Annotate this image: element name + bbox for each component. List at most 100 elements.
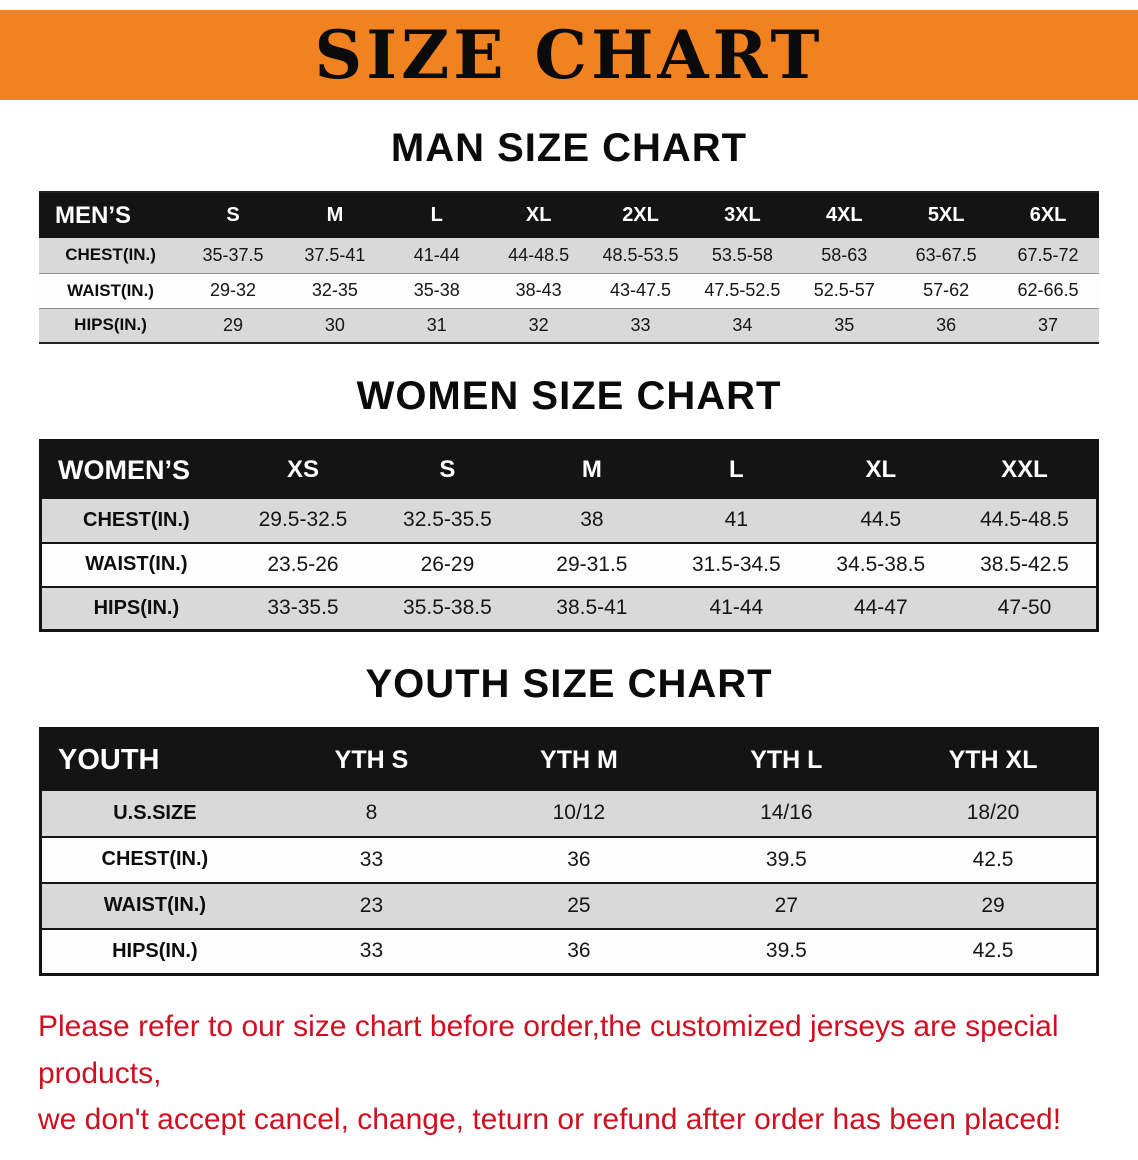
table-cell: 27 xyxy=(682,882,891,929)
table-cell: 36 xyxy=(895,308,998,343)
table-cell: 31.5-34.5 xyxy=(664,542,809,587)
table-cell: 44.5 xyxy=(808,498,954,543)
men-waist-row: WAIST(IN.) 29-32 32-35 35-38 38-43 43-47… xyxy=(39,273,1099,308)
men-header-cell: M xyxy=(283,192,386,238)
women-waist-row: WAIST(IN.) 23.5-26 26-29 29-31.5 31.5-34… xyxy=(40,542,1098,587)
women-size-table: WOMEN’S XS S M L XL XXL CHEST(IN.) 29.5-… xyxy=(39,439,1099,632)
men-header-cell: 6XL xyxy=(997,192,1099,238)
row-label: CHEST(IN.) xyxy=(40,836,268,883)
table-cell: 25 xyxy=(475,882,683,929)
table-cell: 35.5-38.5 xyxy=(375,586,520,631)
men-header-cell: XL xyxy=(487,192,590,238)
table-cell: 38-43 xyxy=(487,273,590,308)
men-header-cell: S xyxy=(182,192,284,238)
row-label: U.S.SIZE xyxy=(40,790,268,837)
men-header-cell: 4XL xyxy=(793,192,896,238)
table-cell: 37.5-41 xyxy=(283,238,386,273)
table-cell: 29-32 xyxy=(182,273,284,308)
table-cell: 47-50 xyxy=(953,586,1098,631)
youth-hips-row: HIPS(IN.) 33 36 39.5 42.5 xyxy=(40,928,1098,975)
table-cell: 44.5-48.5 xyxy=(953,498,1098,543)
table-cell: 58-63 xyxy=(793,238,896,273)
youth-header-cell: YOUTH xyxy=(40,728,268,791)
table-cell: 32-35 xyxy=(283,273,386,308)
table-cell: 35-38 xyxy=(385,273,488,308)
youth-ussize-row: U.S.SIZE 8 10/12 14/16 18/20 xyxy=(40,790,1098,837)
table-cell: 43-47.5 xyxy=(589,273,692,308)
table-cell: 52.5-57 xyxy=(793,273,896,308)
table-cell: 32.5-35.5 xyxy=(375,498,520,543)
man-size-chart-heading: MAN SIZE CHART xyxy=(390,126,748,170)
row-label: CHEST(IN.) xyxy=(40,498,231,543)
table-cell: 34 xyxy=(691,308,794,343)
women-header-row: WOMEN’S XS S M L XL XXL xyxy=(40,440,1098,499)
women-header-cell: XXL xyxy=(953,440,1098,499)
table-cell: 57-62 xyxy=(895,273,998,308)
table-cell: 29 xyxy=(182,308,284,343)
page-title: SIZE CHART xyxy=(314,16,824,94)
table-cell: 44-48.5 xyxy=(487,238,590,273)
men-header-cell: 5XL xyxy=(895,192,998,238)
table-cell: 38 xyxy=(519,498,665,543)
table-cell: 36 xyxy=(475,928,683,975)
table-cell: 41-44 xyxy=(385,238,488,273)
youth-header-cell: YTH S xyxy=(267,728,476,791)
row-label: WAIST(IN.) xyxy=(39,273,183,308)
women-hips-row: HIPS(IN.) 33-35.5 35.5-38.5 38.5-41 41-4… xyxy=(40,586,1098,631)
table-cell: 53.5-58 xyxy=(691,238,794,273)
table-cell: 29.5-32.5 xyxy=(230,498,376,543)
youth-size-chart-heading: YOUTH SIZE CHART xyxy=(365,662,773,706)
table-cell: 8 xyxy=(267,790,476,837)
youth-waist-row: WAIST(IN.) 23 25 27 29 xyxy=(40,882,1098,929)
table-cell: 31 xyxy=(385,308,488,343)
table-cell: 14/16 xyxy=(682,790,891,837)
men-header-cell: L xyxy=(385,192,488,238)
men-hips-row: HIPS(IN.) 29 30 31 32 33 34 35 36 37 xyxy=(39,308,1099,343)
table-cell: 38.5-41 xyxy=(519,586,665,631)
table-cell: 39.5 xyxy=(682,836,891,883)
table-cell: 10/12 xyxy=(475,790,683,837)
women-header-cell: WOMEN’S xyxy=(40,440,231,499)
table-cell: 30 xyxy=(283,308,386,343)
women-header-cell: S xyxy=(375,440,520,499)
table-cell: 62-66.5 xyxy=(997,273,1099,308)
table-cell: 23 xyxy=(267,882,476,929)
table-cell: 35-37.5 xyxy=(182,238,284,273)
row-label: WAIST(IN.) xyxy=(40,542,231,587)
table-cell: 33 xyxy=(589,308,692,343)
men-chest-row: CHEST(IN.) 35-37.5 37.5-41 41-44 44-48.5… xyxy=(39,238,1099,273)
women-size-chart-heading: WOMEN SIZE CHART xyxy=(356,374,782,418)
youth-header-cell: YTH L xyxy=(682,728,891,791)
women-chest-row: CHEST(IN.) 29.5-32.5 32.5-35.5 38 41 44.… xyxy=(40,498,1098,543)
youth-header-row: YOUTH YTH S YTH M YTH L YTH XL xyxy=(40,728,1098,791)
table-cell: 29-31.5 xyxy=(519,542,665,587)
table-cell: 34.5-38.5 xyxy=(808,542,954,587)
table-cell: 42.5 xyxy=(890,836,1098,883)
table-cell: 48.5-53.5 xyxy=(589,238,692,273)
row-label: HIPS(IN.) xyxy=(40,586,231,631)
table-cell: 33-35.5 xyxy=(230,586,376,631)
table-cell: 18/20 xyxy=(890,790,1098,837)
row-label: HIPS(IN.) xyxy=(40,928,268,975)
table-cell: 41 xyxy=(664,498,809,543)
men-header-cell: 3XL xyxy=(691,192,794,238)
row-label: CHEST(IN.) xyxy=(39,238,183,273)
table-cell: 33 xyxy=(267,928,476,975)
table-cell: 32 xyxy=(487,308,590,343)
men-header-row: MEN’S S M L XL 2XL 3XL 4XL 5XL 6XL xyxy=(39,192,1099,238)
men-header-cell: 2XL xyxy=(589,192,692,238)
table-cell: 23.5-26 xyxy=(230,542,376,587)
men-size-table: MEN’S S M L XL 2XL 3XL 4XL 5XL 6XL CHEST… xyxy=(39,191,1099,344)
women-header-cell: M xyxy=(519,440,665,499)
table-cell: 41-44 xyxy=(664,586,809,631)
table-cell: 38.5-42.5 xyxy=(953,542,1098,587)
youth-header-cell: YTH XL xyxy=(890,728,1098,791)
table-cell: 47.5-52.5 xyxy=(691,273,794,308)
row-label: HIPS(IN.) xyxy=(39,308,183,343)
women-header-cell: L xyxy=(664,440,809,499)
table-cell: 39.5 xyxy=(682,928,891,975)
table-cell: 67.5-72 xyxy=(997,238,1099,273)
table-cell: 42.5 xyxy=(890,928,1098,975)
table-cell: 36 xyxy=(475,836,683,883)
table-cell: 35 xyxy=(793,308,896,343)
